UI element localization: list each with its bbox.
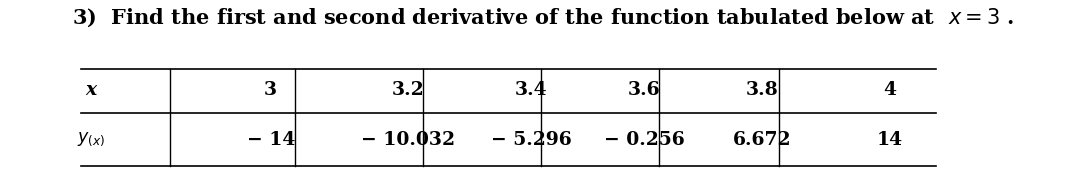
Text: $y_{(x)}$: $y_{(x)}$ xyxy=(77,131,105,148)
Text: x: x xyxy=(86,81,97,99)
Text: − 10.032: − 10.032 xyxy=(362,131,455,149)
Text: 3.6: 3.6 xyxy=(628,81,660,99)
Text: 14: 14 xyxy=(876,131,902,149)
Text: 3.8: 3.8 xyxy=(746,81,779,99)
Text: − 14: − 14 xyxy=(247,131,295,149)
Text: 3.2: 3.2 xyxy=(392,81,425,99)
Text: − 0.256: − 0.256 xyxy=(604,131,684,149)
Text: 3.4: 3.4 xyxy=(515,81,547,99)
Text: 6.672: 6.672 xyxy=(733,131,792,149)
Text: 4: 4 xyxy=(883,81,896,99)
Text: 3: 3 xyxy=(264,81,277,99)
Text: 3)  Find the first and second derivative of the function tabulated below at  $x : 3) Find the first and second derivative … xyxy=(72,7,1014,29)
Text: − 5.296: − 5.296 xyxy=(491,131,571,149)
